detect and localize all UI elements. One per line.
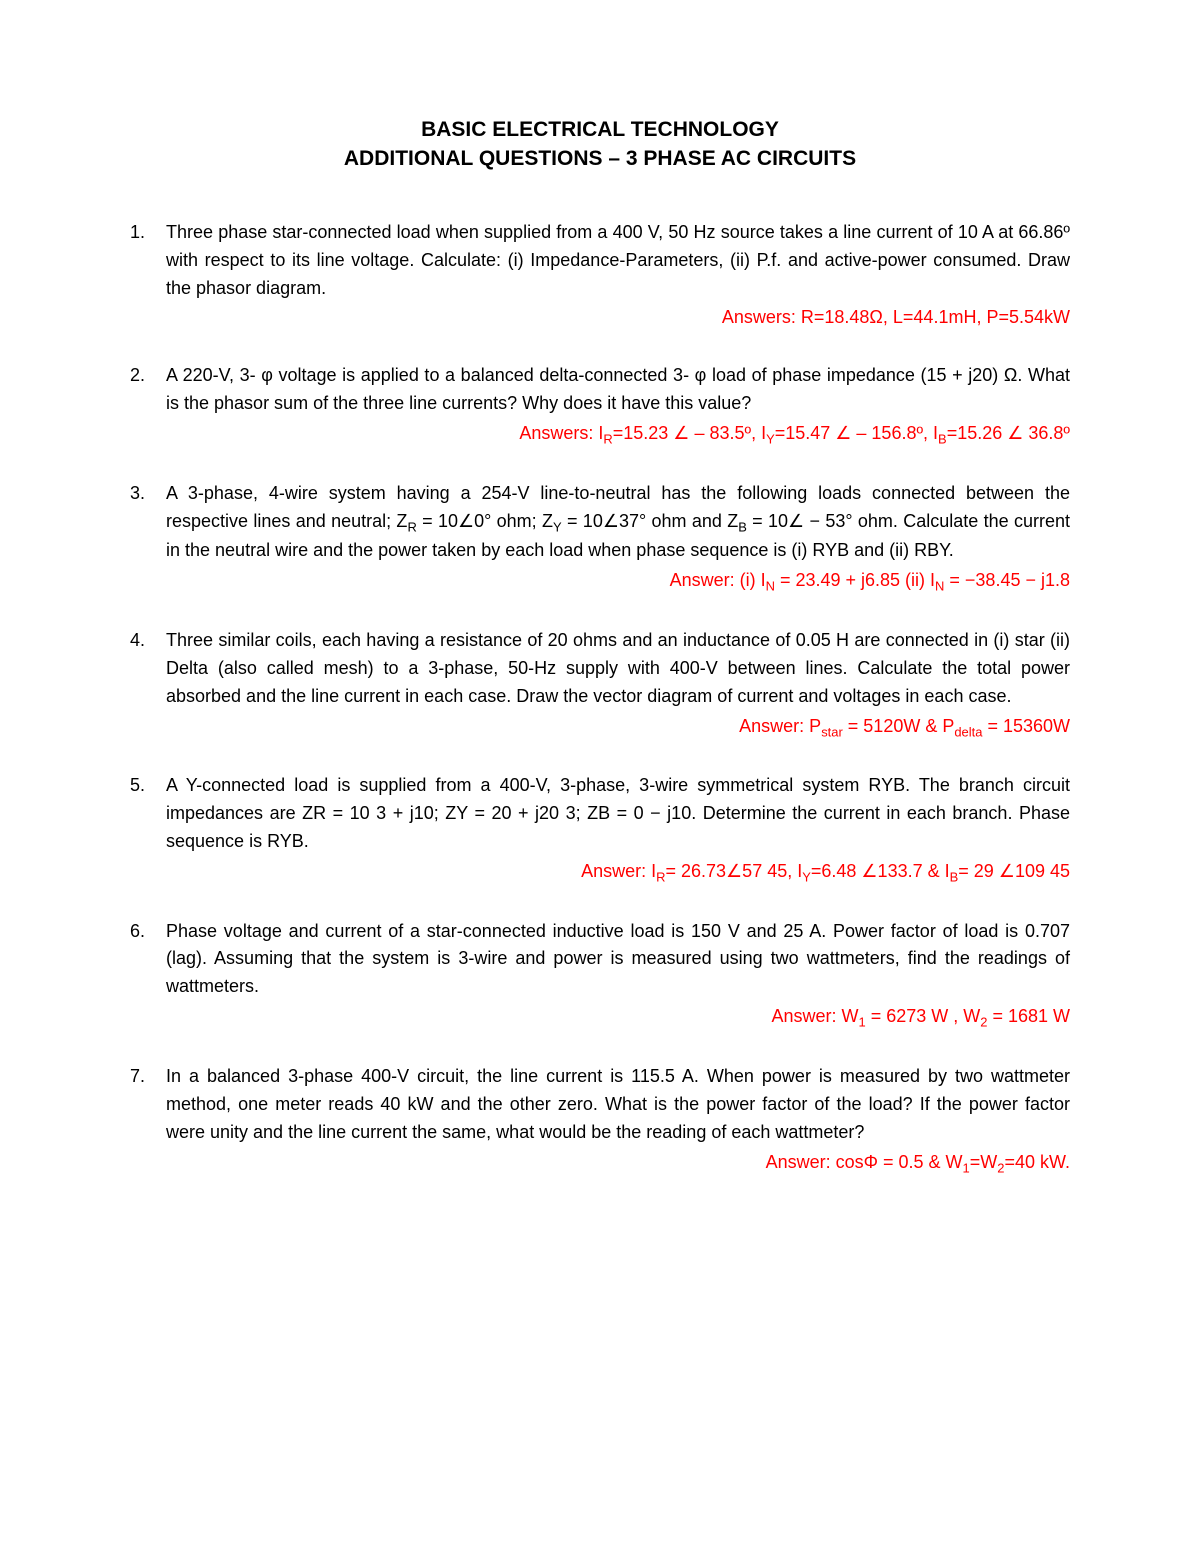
question-number: 4.: [130, 627, 145, 655]
question-text: In a balanced 3-phase 400-V circuit, the…: [166, 1063, 1070, 1147]
question-text: Phase voltage and current of a star-conn…: [166, 918, 1070, 1002]
question-4: 4. Three similar coils, each having a re…: [130, 627, 1070, 742]
question-1: 1. Three phase star-connected load when …: [130, 219, 1070, 333]
question-number: 5.: [130, 772, 145, 800]
question-number: 3.: [130, 480, 145, 508]
question-3: 3. A 3-phase, 4-wire system having a 254…: [130, 480, 1070, 597]
answer-text: Answer: W1 = 6273 W , W2 = 1681 W: [166, 1003, 1070, 1033]
answer-text: Answer: Pstar = 5120W & Pdelta = 15360W: [166, 713, 1070, 743]
title-line-2: ADDITIONAL QUESTIONS – 3 PHASE AC CIRCUI…: [130, 144, 1070, 173]
title-block: BASIC ELECTRICAL TECHNOLOGY ADDITIONAL Q…: [130, 115, 1070, 174]
questions-list: 1. Three phase star-connected load when …: [130, 219, 1070, 1178]
question-text: A 220-V, 3- φ voltage is applied to a ba…: [166, 362, 1070, 418]
question-6: 6. Phase voltage and current of a star-c…: [130, 918, 1070, 1033]
question-5: 5. A Y-connected load is supplied from a…: [130, 772, 1070, 887]
answer-text: Answer: (i) IN = 23.49 + j6.85 (ii) IN =…: [166, 567, 1070, 597]
question-number: 7.: [130, 1063, 145, 1091]
answer-text: Answers: IR=15.23 ∠ – 83.5º, IY=15.47 ∠ …: [166, 420, 1070, 450]
question-number: 2.: [130, 362, 145, 390]
question-text: A Y-connected load is supplied from a 40…: [166, 772, 1070, 856]
title-line-1: BASIC ELECTRICAL TECHNOLOGY: [130, 115, 1070, 144]
question-text: A 3-phase, 4-wire system having a 254-V …: [166, 480, 1070, 565]
question-text: Three phase star-connected load when sup…: [166, 219, 1070, 303]
answer-text: Answer: cosΦ = 0.5 & W1=W2=40 kW.: [166, 1149, 1070, 1179]
answer-text: Answer: IR= 26.73∠57 45, IY=6.48 ∠133.7 …: [166, 858, 1070, 888]
question-number: 6.: [130, 918, 145, 946]
question-7: 7. In a balanced 3-phase 400-V circuit, …: [130, 1063, 1070, 1178]
answer-text: Answers: R=18.48Ω, L=44.1mH, P=5.54kW: [166, 304, 1070, 332]
question-number: 1.: [130, 219, 145, 247]
question-text: Three similar coils, each having a resis…: [166, 627, 1070, 711]
question-2: 2. A 220-V, 3- φ voltage is applied to a…: [130, 362, 1070, 449]
